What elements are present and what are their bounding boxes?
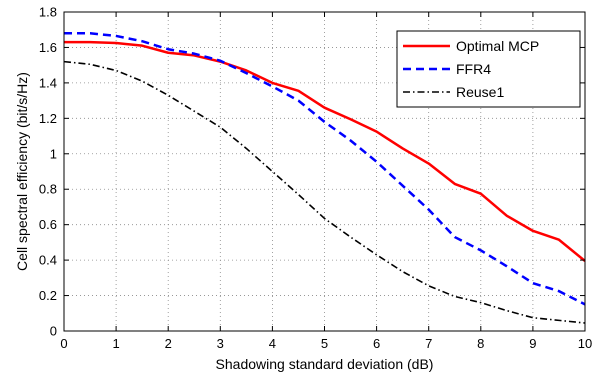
y-tick-label: 0 (50, 324, 57, 339)
x-tick-label: 0 (60, 336, 67, 351)
x-tick-label: 8 (477, 336, 484, 351)
legend-label-reuse1: Reuse1 (456, 84, 504, 100)
y-tick-label: 0.4 (39, 253, 57, 268)
x-tick-label: 2 (165, 336, 172, 351)
ticks: 0 1 2 3 4 5 6 7 8 9 10 0 0.2 0.4 0.6 0.8 1 1.2 1.4 1.6 1.8 (39, 5, 592, 352)
x-axis-title: Shadowing standard deviation (dB) (216, 356, 434, 372)
y-tick-label: 1.6 (39, 40, 57, 55)
x-tick-label: 3 (217, 336, 224, 351)
y-tick-label: 1.8 (39, 5, 57, 20)
y-tick-label: 1 (50, 146, 57, 161)
legend-label-optimal-mcp: Optimal MCP (456, 38, 539, 54)
x-tick-label: 6 (373, 336, 380, 351)
legend-label-ffr4: FFR4 (456, 61, 491, 77)
x-tick-label: 4 (269, 336, 276, 351)
x-tick-label: 7 (425, 336, 432, 351)
series-line-reuse1 (63, 60, 586, 324)
legend: Optimal MCP FFR4 Reuse1 (396, 30, 581, 108)
series-line-optimal-mcp (64, 40, 586, 262)
y-tick-label: 1.2 (39, 111, 57, 126)
grid (64, 12, 585, 331)
series-line-ffr4 (64, 32, 586, 306)
y-tick-label: 0.6 (39, 217, 57, 232)
y-tick-label: 0.2 (39, 288, 57, 303)
y-tick-label: 1.4 (39, 75, 57, 90)
legend-box (396, 30, 581, 108)
series-layer (63, 32, 586, 324)
x-tick-label: 9 (529, 336, 536, 351)
y-axis-title: Cell spectral efficiency (bit/s/Hz) (14, 72, 30, 271)
x-tick-label: 1 (112, 336, 119, 351)
x-tick-label: 5 (321, 336, 328, 351)
y-tick-label: 0.8 (39, 182, 57, 197)
x-tick-label: 10 (578, 336, 592, 351)
